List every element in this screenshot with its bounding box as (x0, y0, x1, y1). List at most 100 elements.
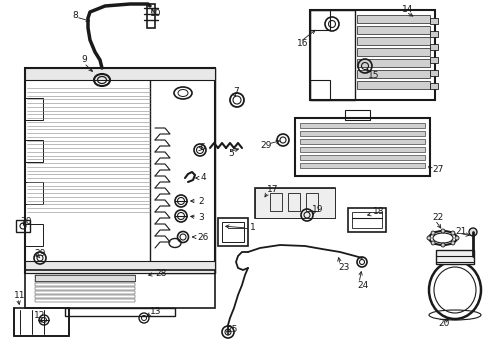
Bar (35, 295, 135, 298)
Text: 6: 6 (199, 144, 205, 153)
Bar (357, 70, 430, 78)
Bar (300, 147, 425, 152)
Bar (288, 193, 300, 211)
Bar (25, 140, 43, 162)
Bar (295, 118, 430, 176)
Bar (310, 80, 330, 100)
Bar (222, 222, 244, 242)
Text: 15: 15 (368, 72, 379, 81)
Circle shape (441, 243, 445, 247)
Text: 5: 5 (228, 148, 234, 158)
Bar (430, 31, 438, 37)
Bar (25, 270, 215, 308)
Text: 29: 29 (34, 249, 46, 258)
Text: 17: 17 (267, 185, 278, 194)
Bar (35, 287, 135, 290)
Bar (357, 37, 430, 45)
Bar (357, 81, 430, 89)
Text: 26: 26 (197, 233, 208, 242)
Bar (310, 10, 355, 100)
Text: 18: 18 (373, 207, 385, 216)
Text: 1: 1 (250, 224, 256, 233)
Bar (35, 275, 135, 281)
Bar (14, 308, 69, 336)
Bar (35, 291, 135, 294)
Bar (35, 275, 135, 281)
Bar (255, 188, 335, 218)
Text: 3: 3 (198, 212, 204, 221)
Bar (436, 250, 474, 264)
Bar (218, 218, 248, 246)
Bar (255, 188, 335, 218)
Bar (35, 275, 135, 281)
Bar (35, 275, 135, 281)
Bar (430, 57, 438, 63)
Bar (25, 261, 215, 273)
Text: 27: 27 (432, 166, 443, 175)
Circle shape (455, 236, 459, 240)
Circle shape (431, 231, 435, 235)
Bar (35, 275, 135, 281)
Text: 2: 2 (198, 197, 204, 206)
Bar (357, 59, 430, 67)
Circle shape (451, 241, 455, 245)
Bar (300, 131, 425, 136)
Bar (345, 110, 370, 120)
Circle shape (431, 241, 435, 245)
Bar (270, 193, 282, 211)
Bar (300, 155, 425, 160)
Text: 30: 30 (20, 217, 31, 226)
Bar (357, 26, 430, 34)
Bar (65, 308, 175, 316)
Text: 19: 19 (312, 206, 323, 215)
Text: 4: 4 (201, 174, 207, 183)
Bar (16, 220, 30, 232)
Bar (348, 208, 386, 232)
Bar (35, 299, 135, 302)
Bar (430, 18, 438, 24)
Text: 20: 20 (438, 319, 449, 328)
Bar (35, 275, 135, 281)
Text: 12: 12 (34, 311, 46, 320)
Bar (35, 275, 135, 281)
Text: 21: 21 (455, 226, 466, 235)
Text: 10: 10 (150, 9, 162, 18)
Text: 14: 14 (402, 5, 414, 14)
Bar (25, 224, 43, 246)
Bar (352, 212, 382, 228)
Text: 29: 29 (260, 140, 271, 149)
Text: 16: 16 (297, 40, 309, 49)
Text: 9: 9 (81, 55, 87, 64)
Text: 11: 11 (14, 292, 25, 301)
Circle shape (451, 231, 455, 235)
Text: 7: 7 (233, 86, 239, 95)
Bar (300, 139, 425, 144)
Bar (430, 70, 438, 76)
Bar (150, 68, 215, 273)
Text: 8: 8 (72, 12, 78, 21)
Text: 28: 28 (155, 269, 167, 278)
Bar (310, 10, 435, 100)
Bar (310, 10, 330, 30)
Bar (300, 123, 425, 128)
Bar (430, 83, 438, 89)
Bar (357, 15, 430, 23)
Circle shape (427, 236, 431, 240)
Bar (35, 279, 135, 282)
Text: 22: 22 (432, 213, 443, 222)
Bar (25, 68, 215, 273)
Bar (35, 275, 135, 278)
Bar (35, 283, 135, 286)
Text: 13: 13 (150, 306, 162, 315)
Circle shape (469, 228, 477, 236)
Bar (25, 182, 43, 204)
Bar (147, 4, 155, 28)
Text: 25: 25 (226, 325, 237, 334)
Bar (300, 163, 425, 168)
Text: 24: 24 (357, 280, 368, 289)
Bar (357, 48, 430, 56)
Bar (25, 68, 215, 80)
Bar (430, 44, 438, 50)
Circle shape (441, 229, 445, 233)
Bar (306, 193, 318, 211)
